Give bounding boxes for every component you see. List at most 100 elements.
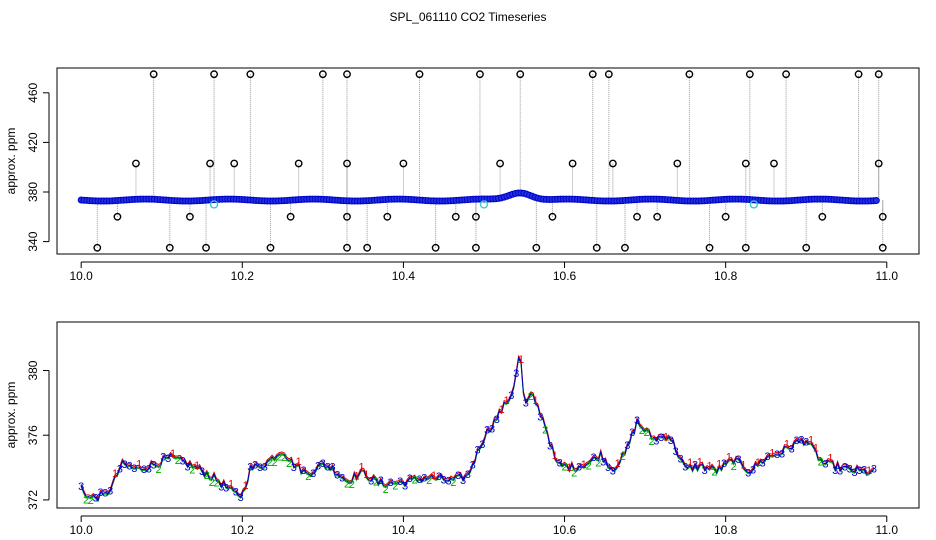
outlier-point bbox=[343, 70, 351, 79]
series-marker-3: 3 bbox=[764, 451, 770, 463]
series-marker-1: 1 bbox=[354, 471, 360, 483]
series-marker-3: 3 bbox=[832, 465, 838, 477]
series-marker-2: 2 bbox=[175, 455, 181, 467]
outlier-point bbox=[399, 159, 408, 168]
series-marker-2: 2 bbox=[412, 474, 418, 486]
series-marker-2: 2 bbox=[344, 479, 350, 491]
series-marker-1: 1 bbox=[170, 448, 176, 460]
x-tick-label: 10.2 bbox=[231, 269, 255, 283]
series-marker-3: 3 bbox=[247, 461, 253, 473]
series-marker-2: 2 bbox=[281, 452, 287, 464]
panel-bottom: 3223333133331333233123321322233133133332… bbox=[4, 321, 920, 537]
series-marker-3: 3 bbox=[257, 462, 263, 474]
series-marker-1: 1 bbox=[866, 465, 872, 477]
series-marker-3: 3 bbox=[760, 458, 766, 470]
outlier-point bbox=[741, 159, 750, 168]
series-marker-3: 3 bbox=[218, 482, 224, 494]
series-marker-3: 3 bbox=[470, 459, 476, 471]
series-marker-3: 3 bbox=[407, 473, 413, 485]
outlier-point bbox=[854, 70, 863, 79]
outlier-point bbox=[745, 70, 754, 79]
series-marker-3: 3 bbox=[634, 415, 640, 427]
series-marker-3: 3 bbox=[180, 456, 186, 468]
series-marker-2: 2 bbox=[305, 471, 311, 483]
flagged-point bbox=[209, 200, 219, 209]
bottom-y-axis: 372 376 380 bbox=[26, 360, 50, 510]
series-marker-3: 3 bbox=[151, 459, 157, 471]
series-marker-3: 3 bbox=[851, 467, 857, 479]
series-marker-3: 3 bbox=[397, 476, 403, 488]
x-tick-label: 10.6 bbox=[553, 523, 577, 537]
x-tick-label: 10.6 bbox=[553, 269, 577, 283]
y-tick-label: 460 bbox=[26, 82, 40, 102]
outlier-point bbox=[294, 159, 303, 168]
x-tick-label: 10.4 bbox=[392, 269, 416, 283]
outlier-point bbox=[568, 159, 577, 168]
series-marker-3: 3 bbox=[847, 463, 853, 475]
series-marker-2: 2 bbox=[383, 484, 389, 496]
outlier-point bbox=[363, 243, 372, 252]
series-marker-3: 3 bbox=[610, 465, 616, 477]
series-marker-2: 2 bbox=[83, 494, 89, 506]
series-marker-1: 1 bbox=[296, 456, 302, 468]
outlier-point bbox=[165, 243, 174, 252]
series-marker-3: 3 bbox=[262, 462, 268, 474]
series-marker-1: 1 bbox=[769, 448, 775, 460]
top-data-layer bbox=[77, 70, 887, 252]
y-tick-label: 372 bbox=[26, 490, 40, 510]
series-marker-3: 3 bbox=[117, 463, 123, 475]
outlier-point bbox=[246, 70, 255, 79]
series-marker-3: 3 bbox=[702, 465, 708, 477]
series-marker-1: 1 bbox=[716, 458, 722, 470]
series-marker-3: 3 bbox=[131, 463, 137, 475]
series-marker-3: 3 bbox=[537, 411, 543, 423]
y-tick-label: 340 bbox=[26, 231, 40, 251]
outlier-point bbox=[592, 243, 601, 252]
flagged-point bbox=[479, 200, 489, 209]
series-marker-3: 3 bbox=[508, 390, 514, 402]
y-tick-label: 380 bbox=[26, 182, 40, 202]
baseline-point bbox=[872, 197, 880, 205]
x-tick-label: 11.0 bbox=[876, 523, 899, 537]
series-marker-3: 3 bbox=[513, 368, 519, 380]
series-marker-3: 3 bbox=[871, 464, 877, 476]
outlier-point bbox=[149, 70, 158, 79]
series-marker-2: 2 bbox=[542, 424, 548, 436]
series-marker-2: 2 bbox=[204, 470, 210, 482]
y-tick-label: 420 bbox=[26, 132, 40, 152]
series-marker-3: 3 bbox=[557, 457, 563, 469]
series-marker-1: 1 bbox=[358, 461, 364, 473]
outlier-point bbox=[621, 243, 629, 252]
series-marker-3: 3 bbox=[223, 482, 229, 494]
series-marker-2: 2 bbox=[619, 451, 625, 463]
x-tick-label: 10.8 bbox=[714, 523, 738, 537]
series-marker-2: 2 bbox=[392, 480, 398, 492]
series-marker-3: 3 bbox=[600, 456, 606, 468]
series-marker-3: 3 bbox=[320, 458, 326, 470]
series-marker-3: 3 bbox=[576, 462, 582, 474]
panel-top: 10.0 10.2 10.4 10.6 10.8 11.0 340 380 420 460 ap… bbox=[4, 67, 920, 283]
series-marker-1: 1 bbox=[784, 438, 790, 450]
series-marker-3: 3 bbox=[629, 427, 635, 439]
bottom-y-axis-label: approx. ppm bbox=[4, 382, 18, 449]
series-marker-2: 2 bbox=[373, 477, 379, 489]
series-marker-1: 1 bbox=[740, 460, 746, 472]
series-marker-2: 2 bbox=[731, 461, 737, 473]
series-marker-3: 3 bbox=[668, 435, 674, 447]
outlier-point bbox=[202, 243, 210, 252]
series-marker-3: 3 bbox=[803, 437, 809, 449]
series-marker-3: 3 bbox=[141, 464, 147, 476]
series-marker-3: 3 bbox=[474, 445, 480, 457]
series-marker-2: 2 bbox=[213, 478, 219, 490]
series-marker-3: 3 bbox=[861, 465, 867, 477]
series-marker-3: 3 bbox=[107, 486, 113, 498]
outlier-point bbox=[782, 70, 790, 79]
series-line-2 bbox=[80, 357, 875, 503]
outlier-point bbox=[874, 159, 883, 168]
series-marker-2: 2 bbox=[711, 466, 717, 478]
series-marker-1: 1 bbox=[827, 453, 833, 465]
series-marker-3: 3 bbox=[122, 459, 128, 471]
series-marker-1: 1 bbox=[242, 480, 248, 492]
bottom-x-axis: 10.0 10.2 10.4 10.6 10.8 11.0 bbox=[69, 515, 899, 537]
series-marker-1: 1 bbox=[706, 461, 712, 473]
